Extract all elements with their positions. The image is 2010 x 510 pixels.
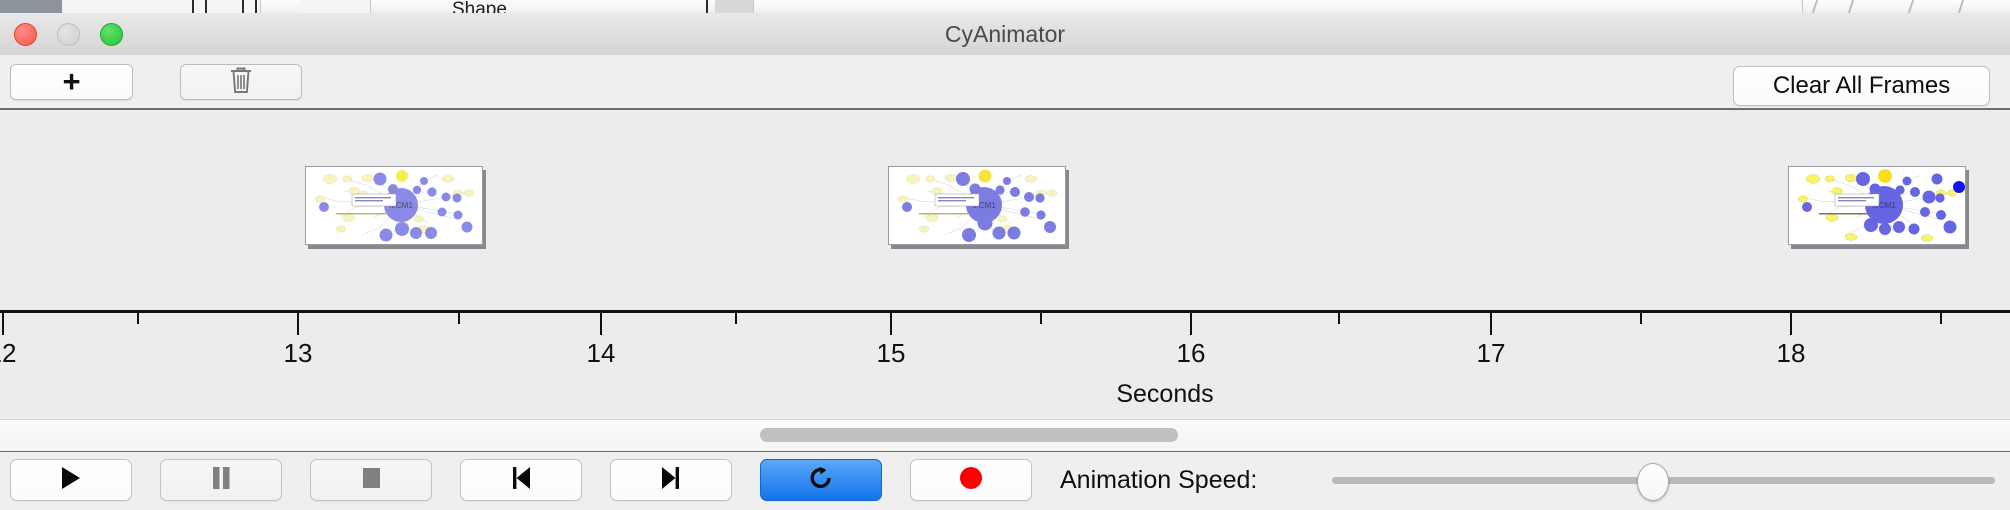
add-frame-button[interactable]: + bbox=[10, 64, 133, 100]
stop-button[interactable] bbox=[310, 459, 432, 501]
axis-tick-major bbox=[2, 313, 4, 335]
zoom-window-button[interactable] bbox=[100, 22, 123, 46]
axis-tick-label: 16 bbox=[1176, 338, 1206, 368]
svg-text:MCM1: MCM1 bbox=[1872, 201, 1896, 210]
skip-to-end-button[interactable] bbox=[610, 459, 732, 501]
axis-tick-minor bbox=[137, 313, 139, 324]
axis-tick-label: 18 bbox=[1776, 338, 1806, 368]
frame-thumbnail[interactable]: MCM1 bbox=[305, 166, 483, 245]
timeline-axis bbox=[0, 310, 2010, 313]
loop-button[interactable] bbox=[760, 459, 882, 501]
close-window-button[interactable] bbox=[14, 22, 37, 46]
background-window-partial-label: Shape bbox=[452, 0, 507, 14]
play-button[interactable] bbox=[10, 459, 132, 501]
skip-forward-icon bbox=[659, 465, 683, 496]
axis-tick-minor bbox=[1640, 313, 1642, 324]
axis-tick-major bbox=[600, 313, 602, 335]
frame-thumbnail[interactable]: MCM1 bbox=[888, 166, 1066, 245]
axis-tick-label: 13 bbox=[283, 338, 313, 368]
axis-tick-label: 12 bbox=[0, 338, 17, 368]
background-window-strip: Shape bbox=[0, 0, 2010, 14]
playback-toolbar: Animation Speed: bbox=[0, 452, 2010, 510]
trash-icon bbox=[228, 65, 254, 100]
axis-tick-minor bbox=[1040, 313, 1042, 324]
axis-tick-major bbox=[1490, 313, 1492, 335]
loop-icon bbox=[807, 464, 835, 497]
axis-tick-major bbox=[1190, 313, 1192, 335]
axis-tick-minor bbox=[735, 313, 737, 324]
axis-tick-major bbox=[1790, 313, 1792, 335]
scrollbar-thumb[interactable] bbox=[760, 428, 1178, 442]
axis-tick-minor bbox=[1940, 313, 1942, 324]
record-icon bbox=[958, 465, 984, 496]
network-graph-preview: MCM1 bbox=[314, 170, 475, 242]
axis-tick-label: 17 bbox=[1476, 338, 1506, 368]
animation-speed-label: Animation Speed: bbox=[1060, 466, 1258, 494]
axis-tick-minor bbox=[458, 313, 460, 324]
axis-tick-major bbox=[297, 313, 299, 335]
timeline-panel[interactable]: MCM1 bbox=[0, 110, 2010, 419]
minimize-window-button[interactable] bbox=[57, 22, 80, 46]
window-title: CyAnimator bbox=[944, 21, 1066, 47]
play-icon bbox=[59, 465, 83, 496]
axis-tick-label: 14 bbox=[586, 338, 616, 368]
stop-icon bbox=[359, 465, 383, 496]
axis-tick-label: 15 bbox=[876, 338, 906, 368]
delete-frame-button[interactable] bbox=[180, 64, 302, 100]
network-graph-preview: MCM1 bbox=[897, 169, 1058, 242]
skip-back-icon bbox=[509, 465, 533, 496]
slider-knob[interactable] bbox=[1637, 463, 1669, 501]
frame-thumbnail[interactable]: MCM1 bbox=[1788, 166, 1966, 245]
pause-icon bbox=[209, 465, 233, 496]
frame-toolbar: + Clear All Frames bbox=[0, 55, 2010, 110]
network-graph-preview: MCM1 bbox=[1797, 169, 1965, 242]
svg-text:MCM1: MCM1 bbox=[972, 201, 996, 210]
timeline-scrollbar[interactable] bbox=[0, 419, 2010, 453]
record-button[interactable] bbox=[910, 459, 1032, 501]
clear-all-frames-button[interactable]: Clear All Frames bbox=[1733, 66, 1990, 106]
traffic-light-group bbox=[14, 13, 123, 55]
axis-title: Seconds bbox=[1116, 380, 1214, 408]
skip-to-start-button[interactable] bbox=[460, 459, 582, 501]
pause-button[interactable] bbox=[160, 459, 282, 501]
axis-tick-major bbox=[890, 313, 892, 335]
svg-text:MCM1: MCM1 bbox=[389, 201, 413, 210]
axis-tick-minor bbox=[1338, 313, 1340, 324]
